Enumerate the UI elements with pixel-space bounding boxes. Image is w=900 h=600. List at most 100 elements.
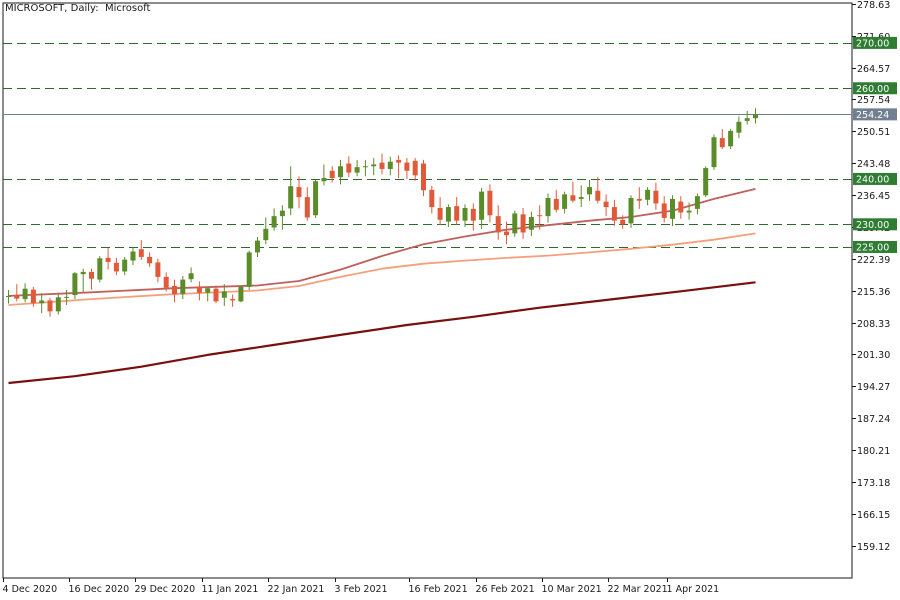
candle-body [753, 114, 758, 119]
candle-body [396, 159, 402, 163]
candle-body [694, 196, 700, 209]
candle-body [711, 137, 717, 168]
candle-body [30, 289, 36, 304]
candle-body [6, 295, 11, 297]
candle-body [246, 252, 252, 287]
x-tick-label: 29 Dec 2020 [135, 584, 196, 595]
candle-body [595, 190, 601, 201]
candle-body [454, 206, 460, 221]
candle-body [470, 208, 476, 221]
moving-average-long [8, 281, 756, 385]
candle-body [371, 164, 377, 167]
candle-body [213, 288, 219, 302]
candle-body [205, 288, 211, 293]
level-label-bg [853, 172, 897, 185]
candle-body [80, 271, 86, 275]
current-price-label: 254.24 [856, 110, 889, 121]
candle-body [562, 194, 568, 209]
candle-body [130, 251, 136, 261]
candle-body [487, 190, 493, 216]
candle-body [279, 210, 285, 217]
candle-body [188, 273, 194, 280]
candle-body [39, 300, 45, 304]
candle-body [288, 186, 294, 209]
x-tick-label: 3 Feb 2021 [335, 584, 388, 595]
candle-body [545, 197, 551, 217]
current-price-label-bg [853, 108, 897, 121]
candle-body [578, 197, 584, 199]
candle-body [155, 262, 161, 277]
candle-body [230, 299, 236, 301]
candle-body [329, 170, 335, 179]
candle-body [528, 217, 534, 230]
candle-body [47, 300, 53, 312]
candle-body [661, 203, 667, 218]
candle-body [645, 189, 651, 200]
level-label: 230.00 [856, 220, 889, 231]
candle-body [437, 207, 443, 220]
y-tick-label: 215.36 [857, 287, 890, 298]
y-tick-label: 201.30 [857, 350, 890, 361]
candle-body [686, 210, 692, 213]
moving-average-mid [8, 232, 756, 306]
x-tick-label: 10 Mar 2021 [542, 584, 602, 595]
candle-body [412, 160, 418, 176]
y-tick-label: 243.48 [857, 159, 890, 170]
candle-body [736, 121, 742, 133]
chart-title: MICROSOFT, Daily: Microsoft [5, 3, 151, 14]
candle-body [570, 195, 576, 201]
x-tick-label: 1 Apr 2021 [667, 584, 720, 595]
candle-body [520, 214, 526, 233]
candle-body [728, 130, 734, 147]
y-tick-label: 173.18 [857, 478, 890, 489]
level-label-bg [853, 82, 897, 95]
y-tick-label: 278.63 [857, 0, 890, 11]
candle-body [670, 198, 675, 219]
candle-body [196, 286, 202, 293]
level-label: 270.00 [856, 38, 889, 49]
level-label-bg [853, 240, 897, 253]
candle-body [537, 215, 543, 217]
candle-body [404, 162, 410, 171]
candle-body [362, 166, 368, 168]
candle-body [22, 288, 28, 300]
candle-body [445, 207, 451, 222]
candle-body [603, 201, 609, 208]
x-tick-label: 4 Dec 2020 [3, 584, 58, 595]
candle-body [354, 167, 360, 173]
candle-body [263, 228, 269, 241]
x-tick-label: 16 Feb 2021 [409, 584, 468, 595]
y-tick-label: 222.39 [857, 255, 890, 266]
candle-body [495, 216, 501, 233]
x-tick-label: 26 Feb 2021 [476, 584, 535, 595]
candle-body [180, 279, 186, 295]
candle-body [653, 190, 659, 204]
candle-body [504, 231, 509, 236]
candle-body [462, 207, 468, 221]
candle-body [304, 197, 310, 218]
y-tick-label: 208.33 [857, 319, 890, 330]
candle-body [387, 161, 393, 169]
candle-body [744, 118, 750, 121]
candle-body [346, 163, 352, 173]
candle-body [628, 197, 634, 224]
y-tick-label: 166.15 [857, 510, 890, 521]
x-tick-label: 22 Jan 2021 [268, 584, 325, 595]
candle-body [379, 162, 385, 169]
level-label-bg [853, 36, 897, 49]
candle-body [89, 271, 94, 279]
y-tick-label: 250.51 [857, 127, 890, 138]
x-tick-label: 11 Jan 2021 [202, 584, 259, 595]
candle-body [620, 219, 626, 225]
candle-body [172, 285, 177, 295]
level-label: 225.00 [856, 242, 889, 253]
candle-body [113, 262, 119, 272]
y-tick-label: 180.21 [857, 446, 890, 457]
candle-body [14, 295, 20, 299]
level-label: 240.00 [856, 174, 889, 185]
candle-body [97, 258, 103, 280]
candle-body [512, 213, 518, 234]
candle-body [163, 276, 169, 288]
candle-body [429, 189, 435, 208]
